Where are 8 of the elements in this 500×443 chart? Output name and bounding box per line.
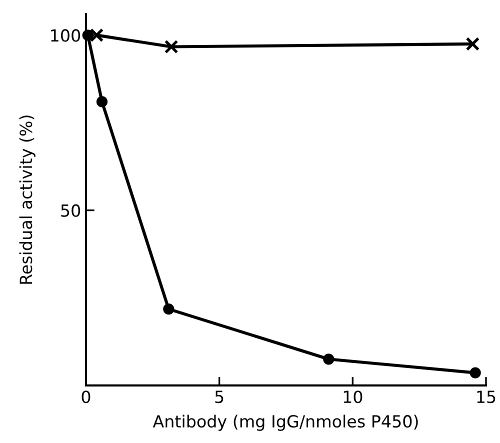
x-tick-label: 0	[82, 390, 90, 404]
y-axis-title: Residual activity (%)	[19, 116, 36, 284]
x-axis-title: Antibody (mg IgG/nmoles P450)	[152, 414, 418, 431]
y-tick-label: 100	[51, 29, 80, 42]
x-tick-label: 10	[344, 390, 362, 404]
x-tick-label: 15	[477, 390, 496, 404]
x-tick-label: 5	[215, 390, 224, 404]
y-tick-label: 50	[61, 204, 80, 217]
